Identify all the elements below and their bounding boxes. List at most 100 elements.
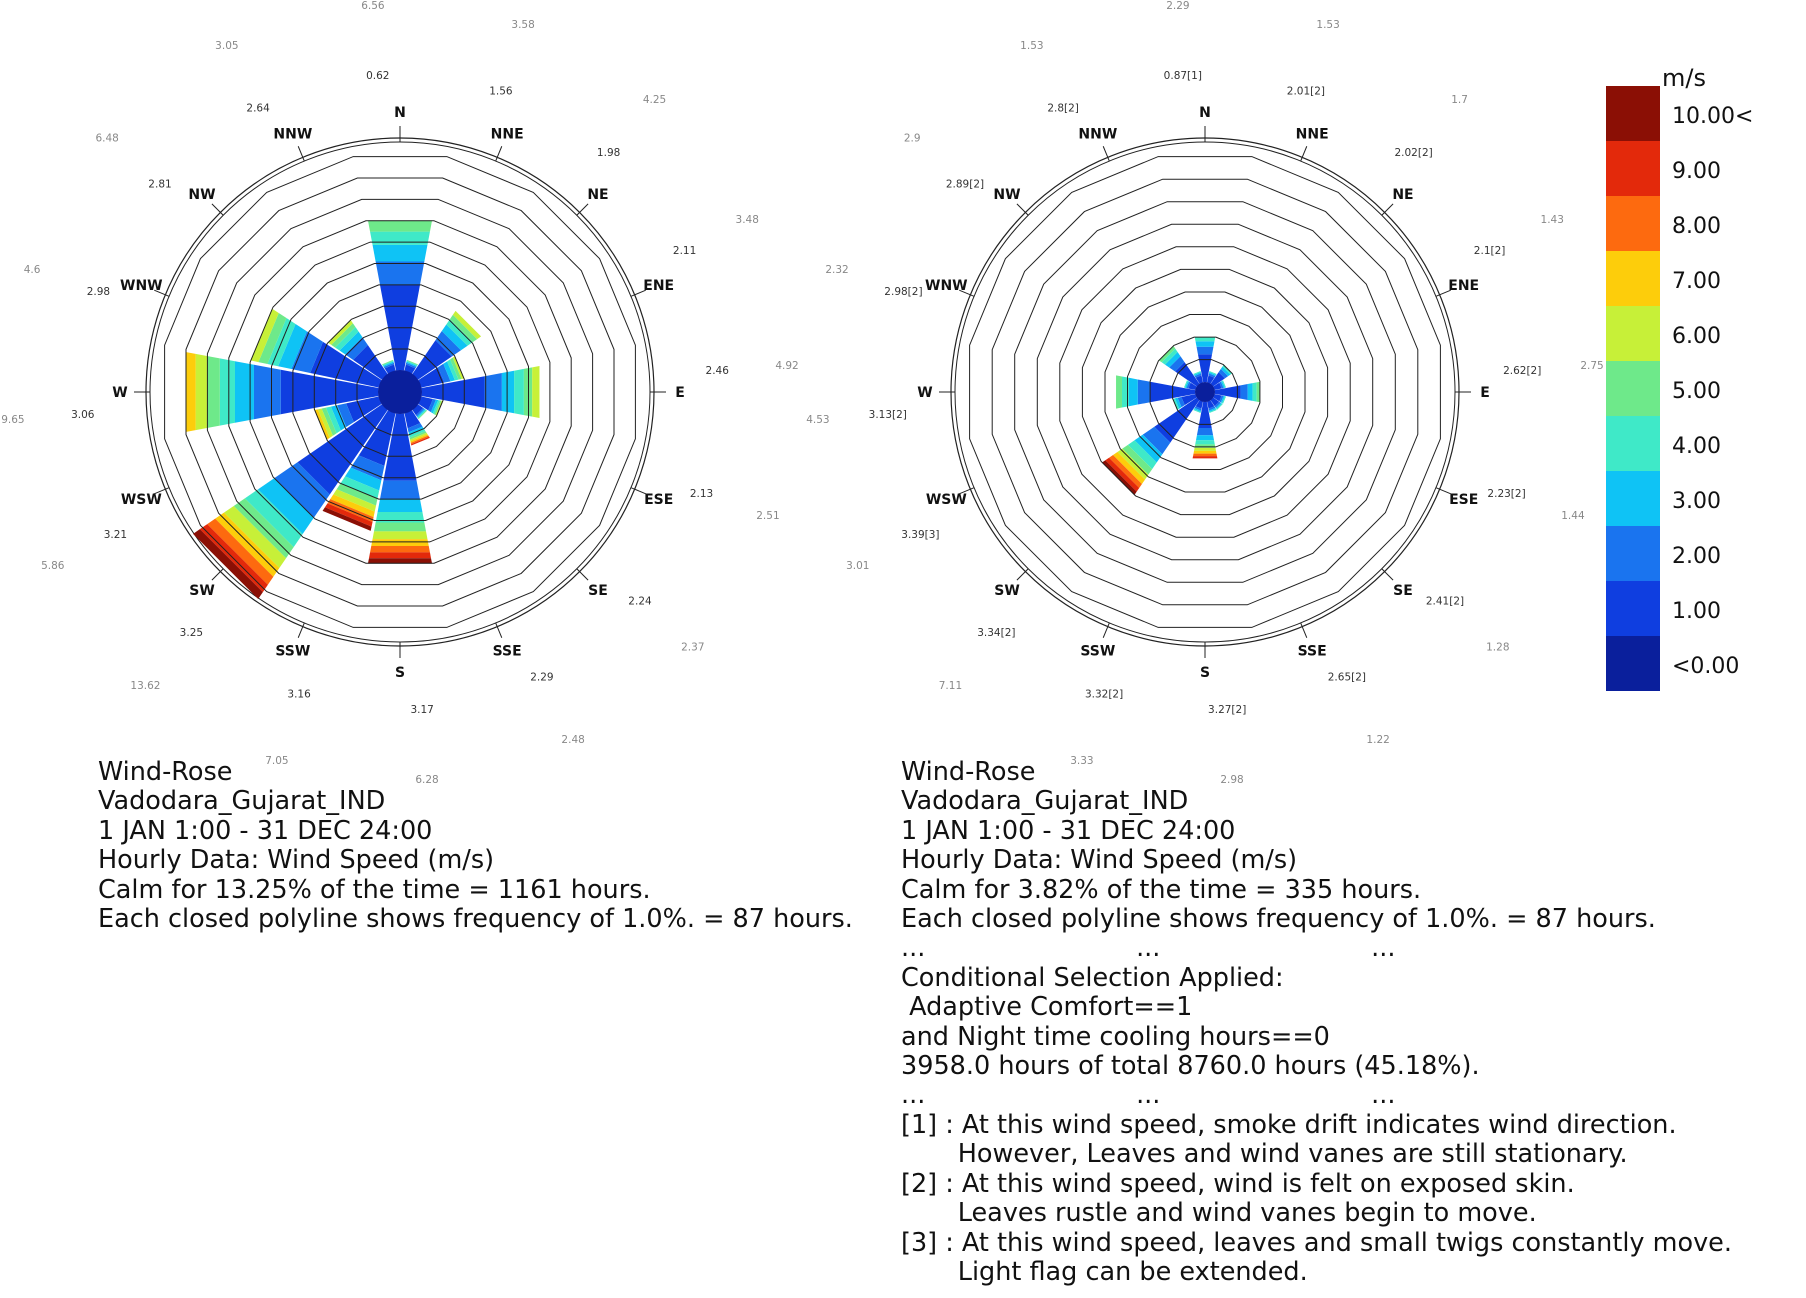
wedge-band [1195, 400, 1203, 409]
wedge-w [185, 351, 379, 433]
direction-tick [1300, 146, 1308, 162]
outer-speed-label: 7.11 [939, 680, 962, 692]
wedge-band [345, 337, 368, 360]
direction-tick [1435, 289, 1451, 297]
frequency-polyline [313, 305, 487, 479]
inner-speed-label: 2.89[2] [946, 178, 984, 190]
outer-speed-label: 3.33 [1070, 755, 1093, 767]
wedge-wsw [314, 396, 382, 440]
direction-tick [576, 203, 589, 216]
caption-chart-2: Wind-Rose Vadodara_Gujarat_IND 1 JAN 1:00 … [901, 757, 1732, 1287]
wedge-band [250, 308, 279, 363]
direction-label-se: SE [1393, 583, 1413, 599]
calm-disk [378, 370, 422, 414]
caption-line: Each closed polyline shows frequency of … [98, 904, 853, 935]
direction-label-n: N [1199, 105, 1211, 121]
wedge-band [1220, 395, 1225, 404]
wedge-band [1183, 380, 1188, 388]
wedge-band [340, 476, 380, 499]
outer-speed-label: 4.92 [775, 360, 798, 372]
wedge-band [1213, 394, 1222, 402]
wedge-band [1128, 377, 1138, 407]
wedge-band [335, 327, 359, 351]
frequency-polyline [969, 156, 1441, 628]
outer-speed-label: 2.48 [561, 734, 584, 746]
direction-tick [959, 289, 975, 297]
wedge-band [437, 363, 451, 383]
wedge-band [322, 507, 372, 531]
wedge-band [409, 431, 427, 440]
direction-tick [1381, 568, 1394, 581]
frequency-polyline [1081, 268, 1329, 516]
wedge-band [1193, 370, 1201, 375]
legend-swatch [1606, 306, 1660, 361]
wedge-nw [1158, 345, 1200, 387]
inner-speed-label: 3.06 [71, 409, 95, 421]
caption-line: Adaptive Comfort==1 [901, 992, 1193, 1023]
wedge-band [1113, 452, 1145, 484]
inner-speed-label: 0.62 [366, 70, 389, 82]
caption-line: Hourly Data: Wind Speed (m/s) [901, 845, 1298, 876]
direction-label-wsw: WSW [926, 492, 967, 508]
direction-tick [1016, 203, 1029, 216]
wedge-band [1193, 372, 1202, 377]
outer-speed-label: 3.48 [736, 214, 759, 226]
wedge-band [380, 480, 420, 500]
wedge-band [428, 398, 437, 413]
wedge-wsw [1172, 394, 1197, 411]
frequency-polyline [991, 178, 1419, 606]
frequency-polyline [249, 241, 551, 543]
wedge-band [1220, 380, 1225, 389]
wedge-band [434, 400, 442, 416]
inner-speed-label: 2.11 [673, 245, 696, 257]
wedge-band [405, 362, 417, 369]
wedge-band [452, 310, 482, 340]
direction-label-ene: ENE [1448, 278, 1479, 294]
wedge-band [1154, 397, 1200, 443]
caption-line: Leaves rustle and wind vanes begin to mo… [901, 1198, 1537, 1229]
wedge-band [195, 353, 207, 431]
wedge-band [1161, 348, 1178, 365]
wedge-band [406, 361, 417, 367]
wedge-se [412, 404, 428, 420]
inner-speed-label: 2.13 [690, 488, 713, 500]
wedge-band [1194, 406, 1202, 411]
wedge-band [1209, 409, 1217, 414]
caption-line: Calm for 3.82% of the time = 335 hours. [901, 874, 1422, 905]
wedge-band [1193, 450, 1217, 454]
caption-line: ... ... ... [901, 933, 1396, 964]
outer-speed-label: 6.56 [361, 0, 385, 12]
direction-tick [630, 487, 646, 495]
wedge-band [371, 539, 429, 547]
wedge-band [447, 359, 459, 381]
outer-speed-label: 2.51 [756, 510, 779, 522]
direction-label-n: N [394, 105, 406, 121]
wedge-ssw [1193, 400, 1203, 414]
wedge-band [206, 355, 220, 429]
wedge-band [1134, 434, 1163, 463]
legend-swatch [1606, 141, 1660, 196]
wedge-sw [1101, 397, 1200, 496]
outer-speed-label: 1.7 [1451, 94, 1468, 106]
wedge-band [327, 319, 353, 345]
outer-speed-label: 2.98 [1220, 774, 1243, 786]
wedge-band [1195, 435, 1215, 441]
wedge-ssw [322, 410, 396, 531]
wedge-wnw [250, 308, 382, 388]
caption-line: [2] : At this wind speed, wind is felt o… [901, 1168, 1575, 1199]
wedge-band [411, 436, 430, 446]
direction-tick [297, 146, 305, 162]
direction-tick [211, 568, 224, 581]
direction-tick [297, 622, 305, 638]
outer-speed-label: 13.62 [130, 680, 160, 692]
inner-speed-label: 1.56 [489, 85, 513, 97]
inner-speed-label: 2.81 [148, 178, 171, 190]
speed-legend: m/s 10.00< 9.00 8.00 7.00 6.00 5.00 4.00 3.00 2.… [1606, 64, 1753, 691]
caption-line: ... ... ... [901, 1080, 1396, 1111]
caption-line: Hourly Data: Wind Speed (m/s) [98, 845, 495, 876]
frequency-polyline [164, 156, 636, 628]
inner-speed-label: 2.1[2] [1474, 245, 1506, 257]
wedge-nnw [1193, 370, 1203, 384]
inner-speed-label: 2.98[2] [884, 286, 922, 298]
outer-speed-label: 2.37 [681, 642, 704, 654]
